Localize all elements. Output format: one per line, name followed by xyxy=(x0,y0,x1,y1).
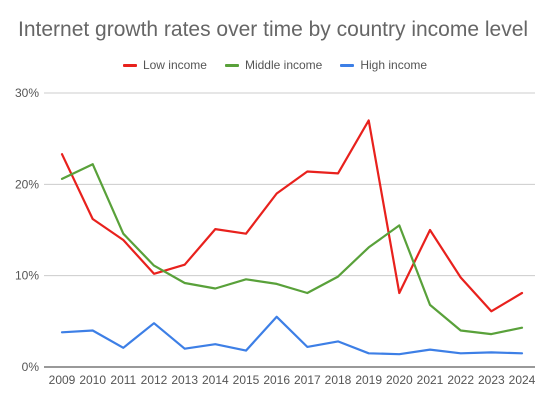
x-tick-label-2023: 2023 xyxy=(478,373,505,387)
x-tick-label-2015: 2015 xyxy=(233,373,260,387)
series-line-high-income xyxy=(60,315,524,356)
series-line-middle-income xyxy=(60,163,524,336)
legend-label-low-income: Low income xyxy=(142,58,207,72)
x-tick-label-2014: 2014 xyxy=(202,373,229,387)
series-line-low-income xyxy=(60,119,524,313)
legend-item-middle-income: Middle income xyxy=(224,58,323,72)
y-tick-label-30: 30% xyxy=(15,86,39,100)
x-tick-label-2018: 2018 xyxy=(325,373,352,387)
legend-swatch-high-income xyxy=(340,63,355,67)
chart-legend: Low income Middle income High income xyxy=(0,58,550,72)
legend-swatch-middle-income xyxy=(224,63,239,67)
chart-title: Internet growth rates over time by count… xyxy=(18,18,529,41)
x-tick-label-2012: 2012 xyxy=(141,373,168,387)
x-tick-label-2009: 2009 xyxy=(49,373,76,387)
legend-swatch-low-income xyxy=(122,63,137,67)
x-tick-label-2020: 2020 xyxy=(386,373,413,387)
x-tick-label-2021: 2021 xyxy=(417,373,444,387)
y-tick-label-20: 20% xyxy=(15,177,39,191)
x-tick-label-2013: 2013 xyxy=(171,373,198,387)
x-tick-label-2022: 2022 xyxy=(447,373,474,387)
x-tick-label-2010: 2010 xyxy=(79,373,106,387)
x-tick-label-2011: 2011 xyxy=(110,373,136,387)
legend-item-low-income: Low income xyxy=(122,58,207,72)
y-tick-label-10: 10% xyxy=(15,269,39,283)
x-tick-label-2017: 2017 xyxy=(294,373,321,387)
x-tick-label-2024: 2024 xyxy=(509,373,536,387)
legend-label-middle-income: Middle income xyxy=(244,58,323,72)
x-tick-label-2019: 2019 xyxy=(355,373,382,387)
y-tick-label-0: 0% xyxy=(22,360,40,374)
x-tick-label-2016: 2016 xyxy=(263,373,290,387)
legend-item-high-income: High income xyxy=(340,58,427,72)
legend-label-high-income: High income xyxy=(360,58,428,72)
